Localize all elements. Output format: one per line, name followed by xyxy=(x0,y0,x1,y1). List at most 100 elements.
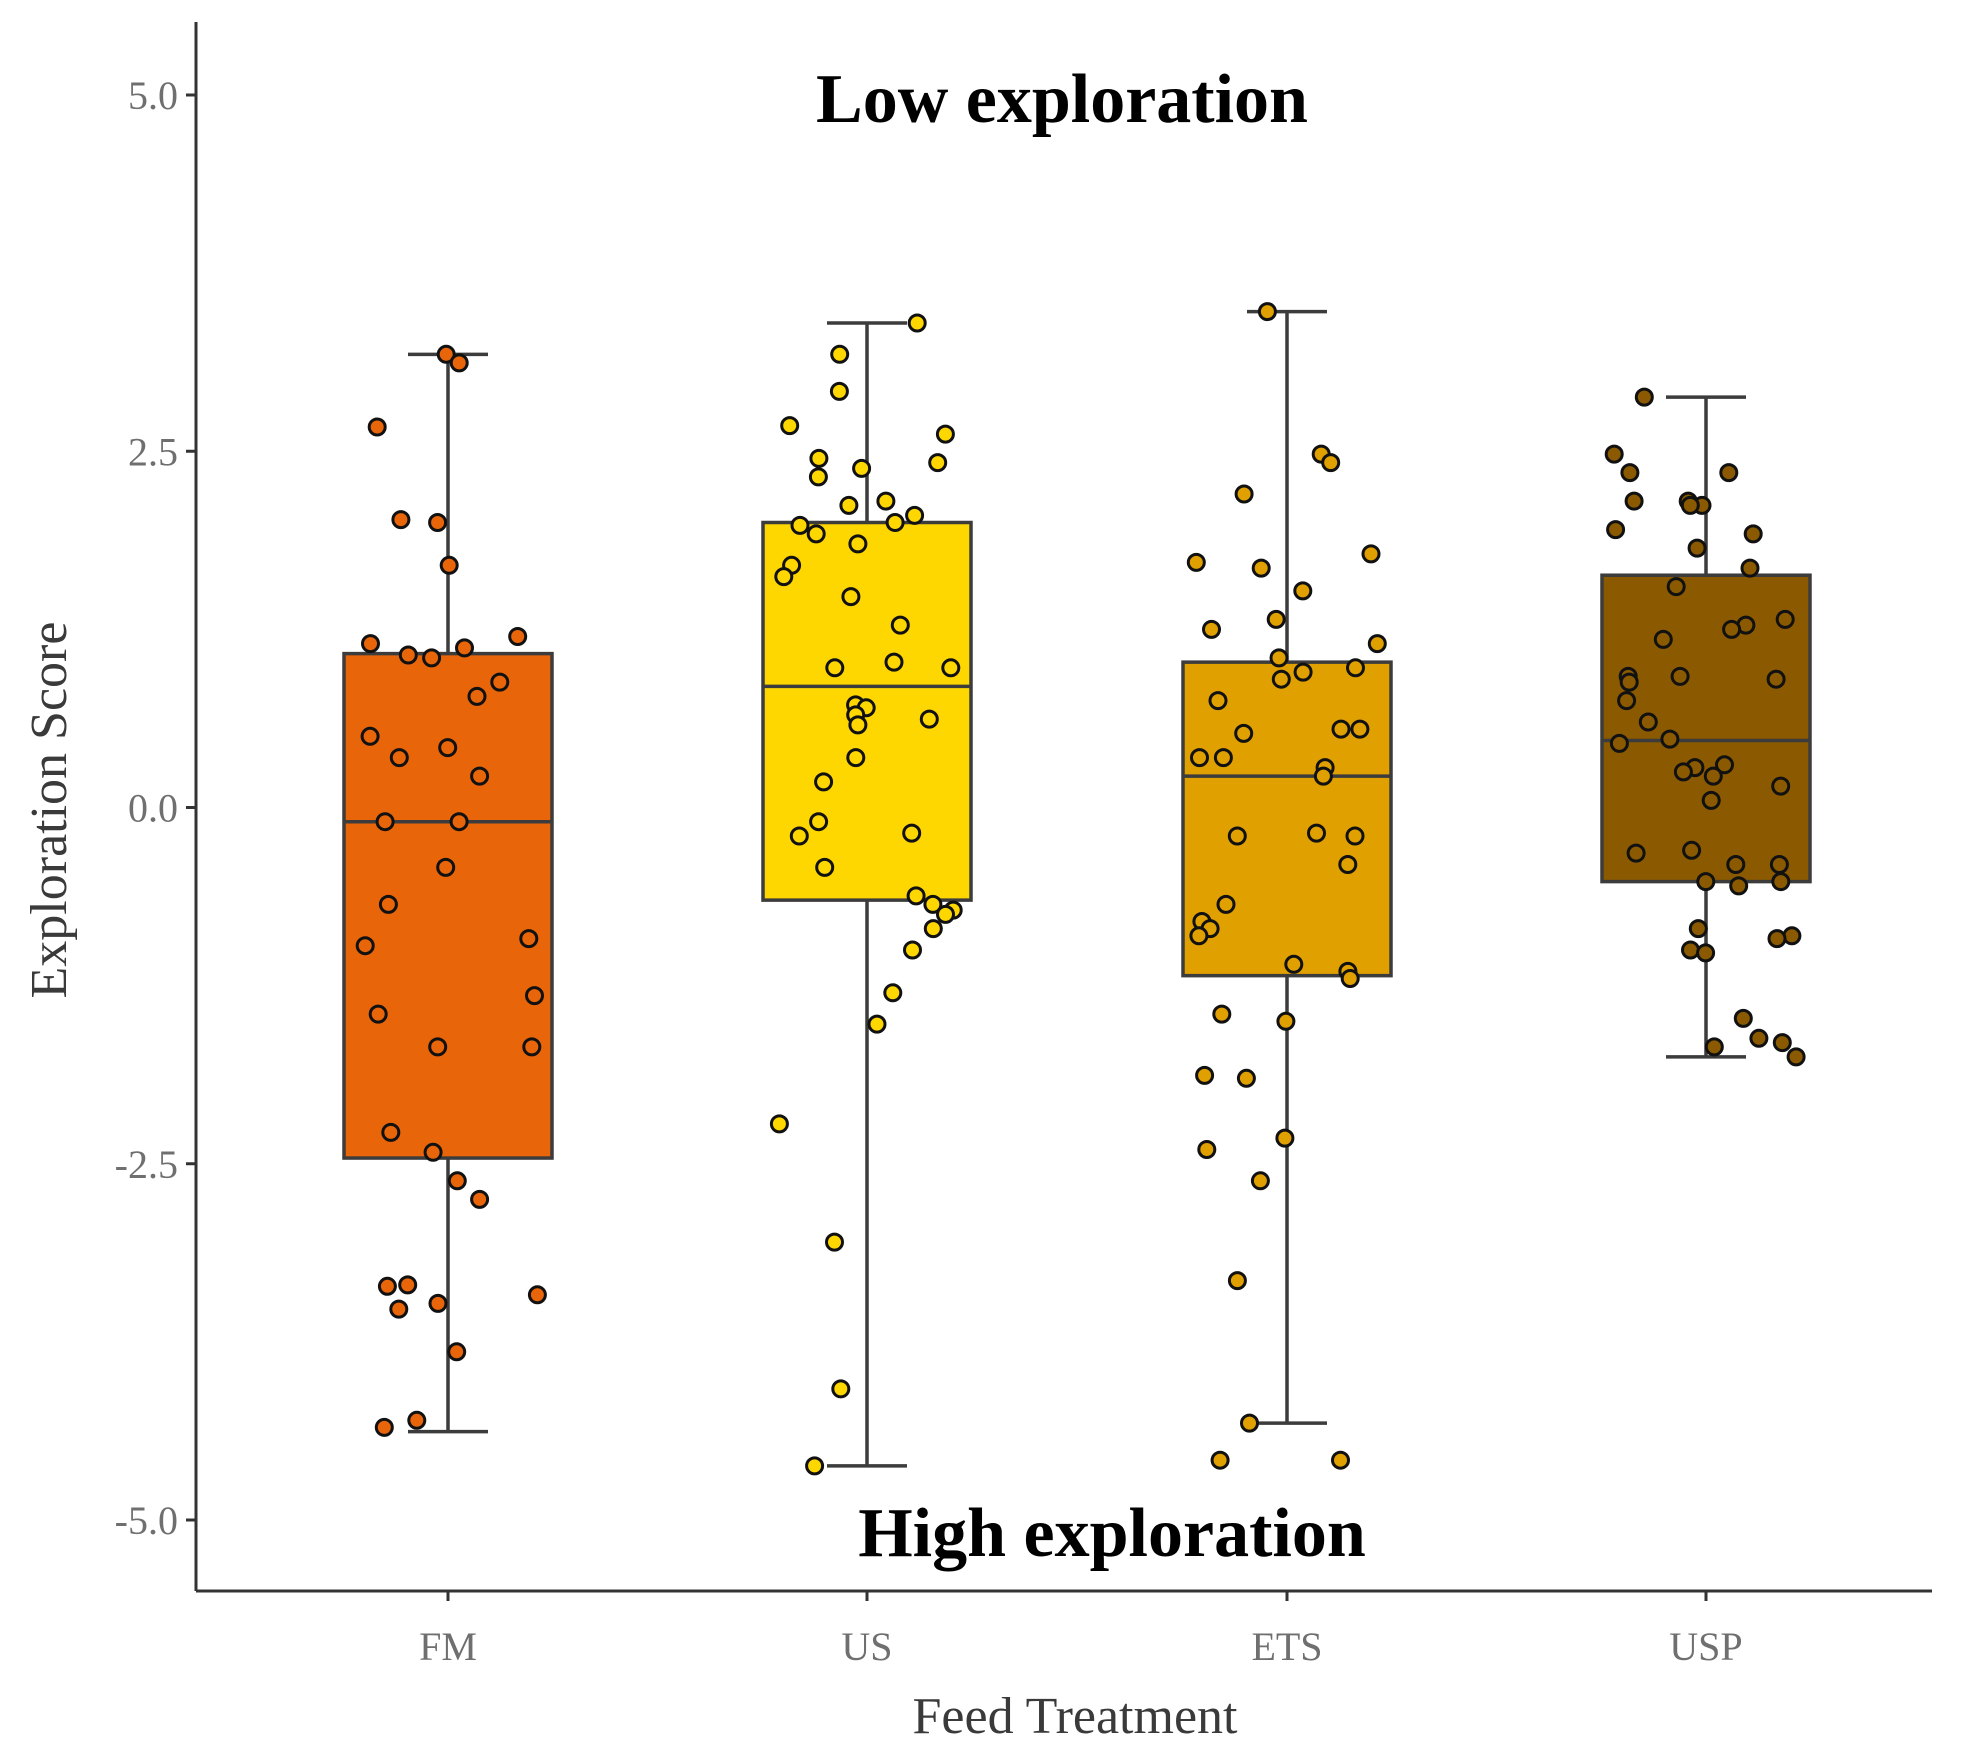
data-point xyxy=(447,1342,467,1362)
data-point xyxy=(1653,629,1673,649)
data-point xyxy=(398,645,418,665)
data-point xyxy=(1361,544,1381,564)
data-point xyxy=(1321,453,1341,473)
y-tick-label: 5.0 xyxy=(128,73,178,118)
data-point xyxy=(436,857,456,877)
data-point xyxy=(449,353,469,373)
data-point xyxy=(1257,302,1277,322)
data-point xyxy=(1688,919,1708,939)
data-point xyxy=(809,448,829,468)
data-point xyxy=(355,936,375,956)
data-point xyxy=(1703,766,1723,786)
data-point xyxy=(1609,733,1629,753)
data-point xyxy=(1606,520,1626,540)
data-point xyxy=(1696,943,1716,963)
data-point xyxy=(447,1171,467,1191)
data-point xyxy=(361,634,380,654)
x-tick-label: FM xyxy=(419,1624,477,1669)
data-point xyxy=(902,823,922,843)
data-point xyxy=(1771,872,1791,892)
data-point xyxy=(805,1456,825,1476)
data-point xyxy=(1293,662,1313,682)
data-point xyxy=(1227,1271,1247,1291)
data-point xyxy=(774,567,794,587)
data-point xyxy=(449,812,469,832)
data-point xyxy=(525,986,544,1006)
data-point xyxy=(407,1410,427,1430)
data-point xyxy=(1782,926,1802,946)
data-point xyxy=(1719,463,1739,483)
box-group-us xyxy=(761,313,973,1476)
box-group-fm xyxy=(342,344,554,1437)
data-point xyxy=(846,748,866,768)
annotation-low-exploration: Low exploration xyxy=(816,61,1308,138)
data-point xyxy=(1208,691,1228,711)
data-point xyxy=(1766,669,1786,689)
x-axis-title: Feed Treatment xyxy=(913,1688,1239,1745)
data-point xyxy=(1604,444,1624,464)
data-point xyxy=(1786,1047,1806,1067)
data-point xyxy=(1313,766,1333,786)
data-point xyxy=(1227,826,1247,846)
data-point xyxy=(367,417,387,437)
data-point xyxy=(867,1014,887,1034)
data-point xyxy=(1216,894,1236,914)
data-point xyxy=(809,812,829,832)
data-point xyxy=(1680,495,1700,515)
data-point xyxy=(769,1114,789,1134)
data-point xyxy=(1197,1140,1217,1159)
data-point xyxy=(1271,669,1291,689)
data-point xyxy=(906,886,926,906)
data-point xyxy=(1293,581,1313,601)
data-point xyxy=(519,929,539,949)
data-point xyxy=(522,1037,542,1057)
data-point xyxy=(360,726,380,746)
data-point xyxy=(1195,1065,1215,1085)
data-point xyxy=(848,534,868,554)
data-point xyxy=(1740,558,1760,578)
data-point xyxy=(1275,1128,1295,1148)
plot-area xyxy=(342,302,1812,1476)
data-point xyxy=(815,857,835,877)
data-point xyxy=(1701,790,1721,810)
data-point xyxy=(923,919,943,939)
data-point xyxy=(1213,748,1233,768)
data-point xyxy=(1767,929,1787,949)
annotation-high-exploration: High exploration xyxy=(858,1495,1366,1572)
data-point xyxy=(1284,954,1304,974)
y-tick-label: -2.5 xyxy=(115,1142,178,1187)
data-point xyxy=(1340,969,1360,988)
data-point xyxy=(903,940,922,960)
data-point xyxy=(923,894,943,914)
box-group-usp xyxy=(1600,387,1812,1067)
data-point xyxy=(830,344,850,364)
data-point xyxy=(1771,776,1791,796)
x-tick-label: ETS xyxy=(1251,1624,1322,1669)
data-point xyxy=(1769,855,1789,874)
data-point xyxy=(438,738,458,758)
data-point xyxy=(1681,940,1700,960)
data-point xyxy=(852,458,872,478)
data-point xyxy=(1202,619,1221,639)
data-point xyxy=(814,772,834,792)
data-point xyxy=(876,491,896,511)
data-point xyxy=(1251,558,1271,578)
x-axis-ticks: FM US ETS USP xyxy=(419,1591,1743,1669)
data-point xyxy=(455,638,474,658)
data-point xyxy=(389,1299,409,1319)
data-point xyxy=(1266,609,1286,629)
data-point xyxy=(825,658,845,678)
data-point xyxy=(1620,463,1640,483)
data-point xyxy=(490,672,510,692)
data-point xyxy=(790,515,810,535)
data-point xyxy=(1673,762,1693,782)
data-point xyxy=(1210,1450,1230,1470)
data-point xyxy=(919,709,939,729)
data-point xyxy=(1743,524,1763,544)
data-point xyxy=(808,467,828,487)
data-point xyxy=(436,344,456,364)
data-point xyxy=(1626,843,1646,863)
y-tick-label: 0.0 xyxy=(128,786,178,831)
data-point xyxy=(1338,855,1358,874)
data-point xyxy=(936,904,955,924)
